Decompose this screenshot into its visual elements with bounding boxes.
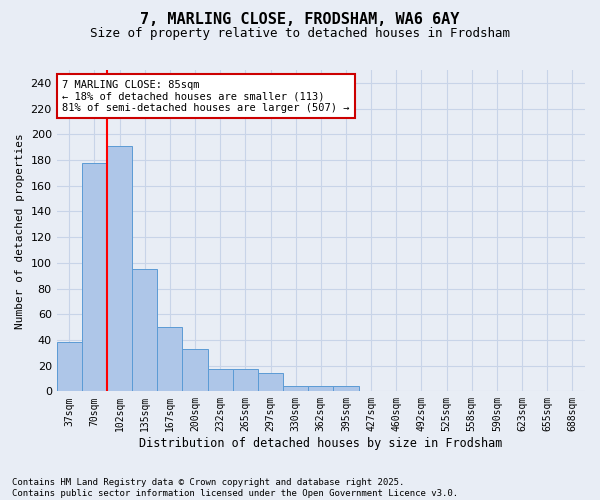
Bar <box>334 386 359 392</box>
Y-axis label: Number of detached properties: Number of detached properties <box>15 133 25 328</box>
Bar <box>82 162 107 392</box>
Bar <box>308 386 334 392</box>
Bar <box>107 146 132 392</box>
Bar <box>182 349 208 392</box>
Bar <box>132 269 157 392</box>
Bar <box>56 342 82 392</box>
Text: Size of property relative to detached houses in Frodsham: Size of property relative to detached ho… <box>90 28 510 40</box>
Text: 7, MARLING CLOSE, FRODSHAM, WA6 6AY: 7, MARLING CLOSE, FRODSHAM, WA6 6AY <box>140 12 460 28</box>
Text: Contains HM Land Registry data © Crown copyright and database right 2025.
Contai: Contains HM Land Registry data © Crown c… <box>12 478 458 498</box>
Text: 7 MARLING CLOSE: 85sqm
← 18% of detached houses are smaller (113)
81% of semi-de: 7 MARLING CLOSE: 85sqm ← 18% of detached… <box>62 80 349 113</box>
Bar <box>283 386 308 392</box>
Bar <box>233 370 258 392</box>
Bar <box>157 327 182 392</box>
Bar <box>208 370 233 392</box>
Bar <box>258 374 283 392</box>
X-axis label: Distribution of detached houses by size in Frodsham: Distribution of detached houses by size … <box>139 437 503 450</box>
